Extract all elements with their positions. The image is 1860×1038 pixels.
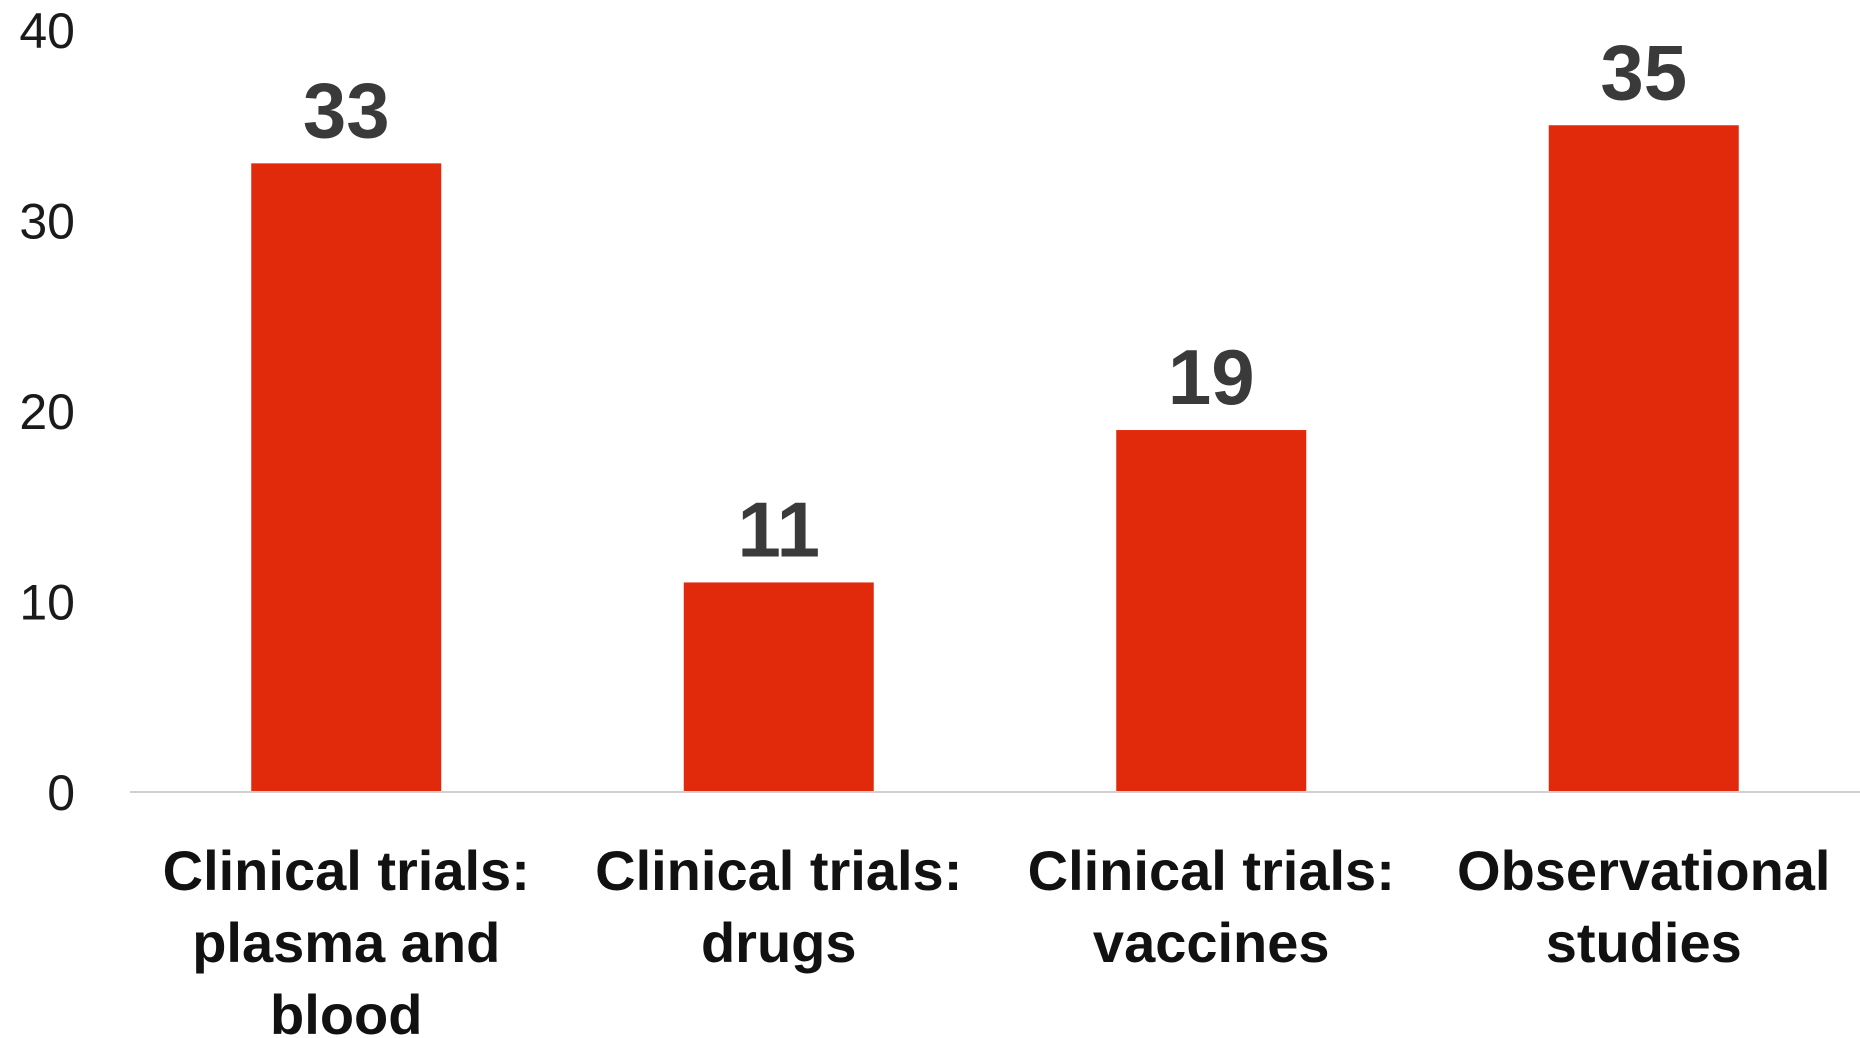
bar	[683, 582, 874, 792]
bar	[1548, 125, 1739, 792]
x-tick-label: drugs	[701, 911, 857, 974]
x-tick-label: Clinical trials:	[595, 839, 962, 902]
x-tick-label: plasma and	[192, 911, 500, 974]
y-tick-label: 0	[47, 765, 75, 821]
bar-series	[251, 125, 1739, 793]
x-tick-label: Clinical trials:	[163, 839, 530, 902]
y-tick-label: 20	[19, 384, 75, 440]
bar	[1116, 430, 1307, 792]
bar-value-label: 35	[1600, 28, 1687, 116]
bar-value-label: 11	[738, 485, 820, 573]
data-labels: 33 11 19 35	[303, 28, 1687, 573]
y-tick-label: 30	[19, 194, 75, 250]
x-tick-label: blood	[270, 983, 422, 1038]
x-tick-label: Observational	[1457, 839, 1830, 902]
y-tick-label: 40	[19, 3, 75, 59]
bar	[251, 163, 442, 793]
x-tick-label: vaccines	[1093, 911, 1330, 974]
x-tick-label: Clinical trials:	[1028, 839, 1395, 902]
x-axis-category-labels: Clinical trials: plasma and blood Clinical …	[163, 839, 1831, 1038]
bar-value-label: 33	[303, 66, 390, 154]
y-axis: 0 10 20 30 40	[19, 3, 75, 821]
x-tick-label: studies	[1546, 911, 1742, 974]
bar-value-label: 19	[1168, 333, 1255, 421]
y-tick-label: 10	[19, 575, 75, 631]
